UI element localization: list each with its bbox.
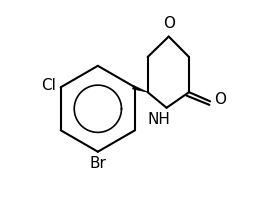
Text: Cl: Cl (41, 78, 56, 93)
Text: O: O (214, 92, 226, 107)
Text: Br: Br (89, 156, 106, 171)
Text: O: O (163, 16, 175, 31)
Polygon shape (132, 86, 148, 92)
Text: NH: NH (147, 112, 170, 127)
